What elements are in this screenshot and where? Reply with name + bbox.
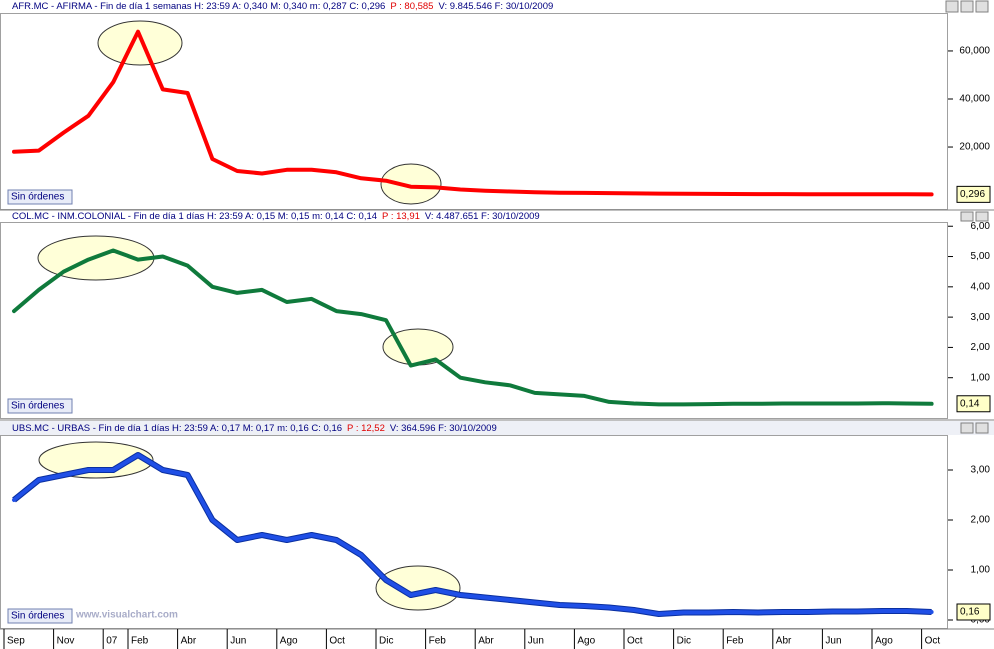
highlight-ellipse: [375, 565, 461, 611]
y-tick-label: 1,00: [971, 372, 991, 383]
panel-frame: [0, 222, 948, 419]
y-tick-label: 6,00: [971, 221, 991, 232]
x-tick-label: Ago: [577, 636, 595, 647]
header-bar: [0, 421, 994, 435]
x-tick-label: Jun: [528, 636, 544, 647]
x-tick-label: Oct: [329, 636, 345, 647]
chart-panel: COL.MC - INM.COLONIAL - Fin de día 1 día…: [7, 211, 991, 414]
last-value-label: 0,16: [960, 607, 980, 618]
x-tick-label: Oct: [627, 636, 643, 647]
orders-label: Sin órdenes: [11, 611, 64, 622]
watermark: www.visualchart.com: [75, 610, 178, 621]
header-title: COL.MC - INM.COLONIAL - Fin de día 1 día…: [12, 211, 377, 222]
x-tick-label: Dic: [379, 636, 393, 647]
minimize-button[interactable]: [945, 0, 959, 13]
panel-header: COL.MC - INM.COLONIAL - Fin de día 1 día…: [12, 211, 540, 222]
highlight-ellipse: [38, 441, 154, 479]
last-value-label: 0,14: [960, 398, 980, 409]
header-tail: V: 9.845.546 F: 30/10/2009: [438, 1, 553, 12]
last-value-box: [956, 395, 991, 413]
last-value-box: [956, 603, 991, 621]
y-tick-label: 4,00: [971, 281, 991, 292]
y-tick-label: 2,00: [971, 342, 991, 353]
x-tick-label: Oct: [925, 636, 941, 647]
header-price: P : 80,585: [390, 1, 433, 12]
header-tail: V: 364.596 F: 30/10/2009: [390, 423, 497, 434]
y-tick-label: 40,000: [959, 94, 990, 105]
x-tick-label: 07: [106, 636, 118, 647]
x-tick-label: Abr: [478, 636, 494, 647]
header-price: P : 13,91: [382, 211, 420, 222]
y-tick-label: 20,000: [959, 142, 990, 153]
close-button[interactable]: [975, 211, 989, 222]
y-tick-label: 1,00: [971, 565, 991, 576]
orders-label: Sin órdenes: [11, 401, 64, 412]
close-button[interactable]: [975, 422, 989, 434]
x-tick-label: Abr: [776, 636, 792, 647]
orders-box: [7, 608, 73, 624]
orders-box: [7, 189, 73, 205]
x-tick-label: Nov: [57, 636, 75, 647]
y-tick-label: 3,00: [971, 312, 991, 323]
maximize-button[interactable]: [960, 422, 974, 434]
series-line: [12, 248, 934, 407]
x-tick-label: Sep: [7, 636, 25, 647]
x-tick-label: Abr: [181, 636, 197, 647]
highlight-ellipse: [97, 20, 183, 66]
chart-panel: AFR.MC - AFIRMA - Fin de día 1 semanas H…: [7, 1, 991, 205]
series-line: [12, 453, 934, 616]
highlight-ellipse: [380, 163, 442, 205]
chart-panel: UBS.MC - URBAS - Fin de día 1 días H: 23…: [7, 423, 991, 626]
x-tick-label: Dic: [677, 636, 691, 647]
panel-header: AFR.MC - AFIRMA - Fin de día 1 semanas H…: [12, 1, 553, 12]
header-title: AFR.MC - AFIRMA - Fin de día 1 semanas H…: [12, 1, 385, 12]
last-value-box: [956, 185, 991, 203]
orders-label: Sin órdenes: [11, 192, 64, 203]
header-price: P : 12,52: [347, 423, 385, 434]
y-tick-label: 60,000: [959, 46, 990, 57]
x-tick-label: Jun: [230, 636, 246, 647]
series-line: [12, 29, 934, 197]
orders-box: [7, 398, 73, 414]
x-tick-label: Ago: [280, 636, 298, 647]
y-tick-label: 2,00: [971, 515, 991, 526]
x-tick-label: Ago: [875, 636, 893, 647]
last-value-label: 0,296: [960, 189, 985, 200]
x-tick-label: Feb: [726, 636, 744, 647]
maximize-button[interactable]: [960, 211, 974, 222]
close-button[interactable]: [975, 0, 989, 13]
header-tail: V: 4.487.651 F: 30/10/2009: [425, 211, 540, 222]
x-tick-label: Jun: [825, 636, 841, 647]
panel-header: UBS.MC - URBAS - Fin de día 1 días H: 23…: [12, 423, 497, 434]
y-tick-label: 3,00: [971, 465, 991, 476]
x-tick-label: Feb: [429, 636, 447, 647]
window-buttons: [945, 0, 989, 434]
maximize-button[interactable]: [960, 0, 974, 13]
y-tick-label: 5,00: [971, 251, 991, 262]
x-tick-label: Feb: [131, 636, 149, 647]
header-title: UBS.MC - URBAS - Fin de día 1 días H: 23…: [12, 423, 342, 434]
